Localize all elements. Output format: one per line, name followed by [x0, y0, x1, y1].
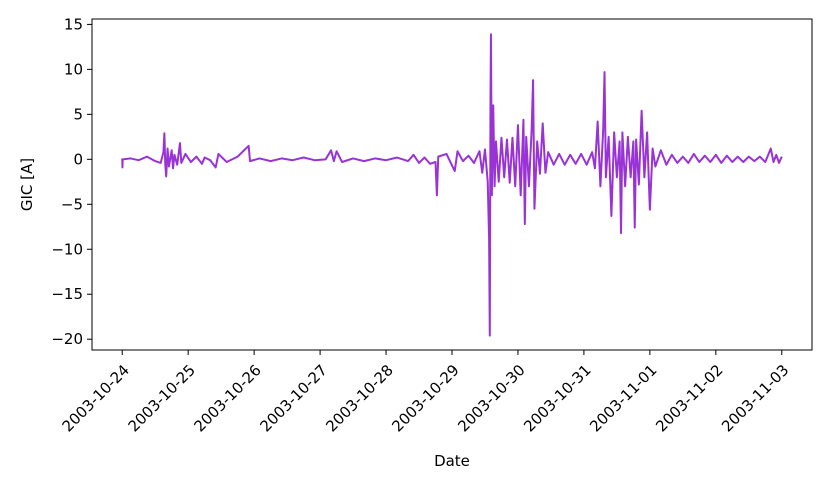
y-tick-label: −10 [51, 240, 83, 258]
y-tick-label: −20 [51, 330, 83, 348]
x-tick-label: 2003-10-30 [454, 361, 528, 435]
y-tick-label: 0 [73, 150, 83, 168]
axes-frame [91, 18, 813, 351]
x-tick-label: 2003-10-27 [256, 361, 330, 435]
y-tick-label: 10 [64, 60, 83, 78]
x-tick-label: 2003-11-03 [718, 361, 792, 435]
x-axis-label: Date [434, 452, 470, 470]
plot-area [121, 33, 783, 337]
y-tick-label: −15 [51, 285, 83, 303]
x-tick-label: 2003-11-01 [586, 361, 660, 435]
x-axis-ticks: 2003-10-242003-10-252003-10-262003-10-27… [59, 350, 793, 435]
x-tick-label: 2003-10-25 [125, 361, 199, 435]
x-tick-label: 2003-10-26 [191, 361, 265, 435]
y-tick-label: 5 [73, 105, 83, 123]
x-tick-label: 2003-10-31 [520, 361, 594, 435]
x-tick-label: 2003-10-29 [388, 361, 462, 435]
x-tick-label: 2003-10-28 [322, 361, 396, 435]
x-tick-label: 2003-11-02 [652, 361, 726, 435]
y-tick-label: 15 [64, 15, 83, 33]
x-tick-label: 2003-10-24 [59, 361, 133, 435]
series-line-0 [121, 33, 783, 337]
y-axis-ticks: 15 10 5 0 −5 −10 −15 −20 [51, 15, 92, 348]
y-tick-label: −5 [61, 195, 83, 213]
y-axis-label: GIC [A] [18, 158, 36, 211]
